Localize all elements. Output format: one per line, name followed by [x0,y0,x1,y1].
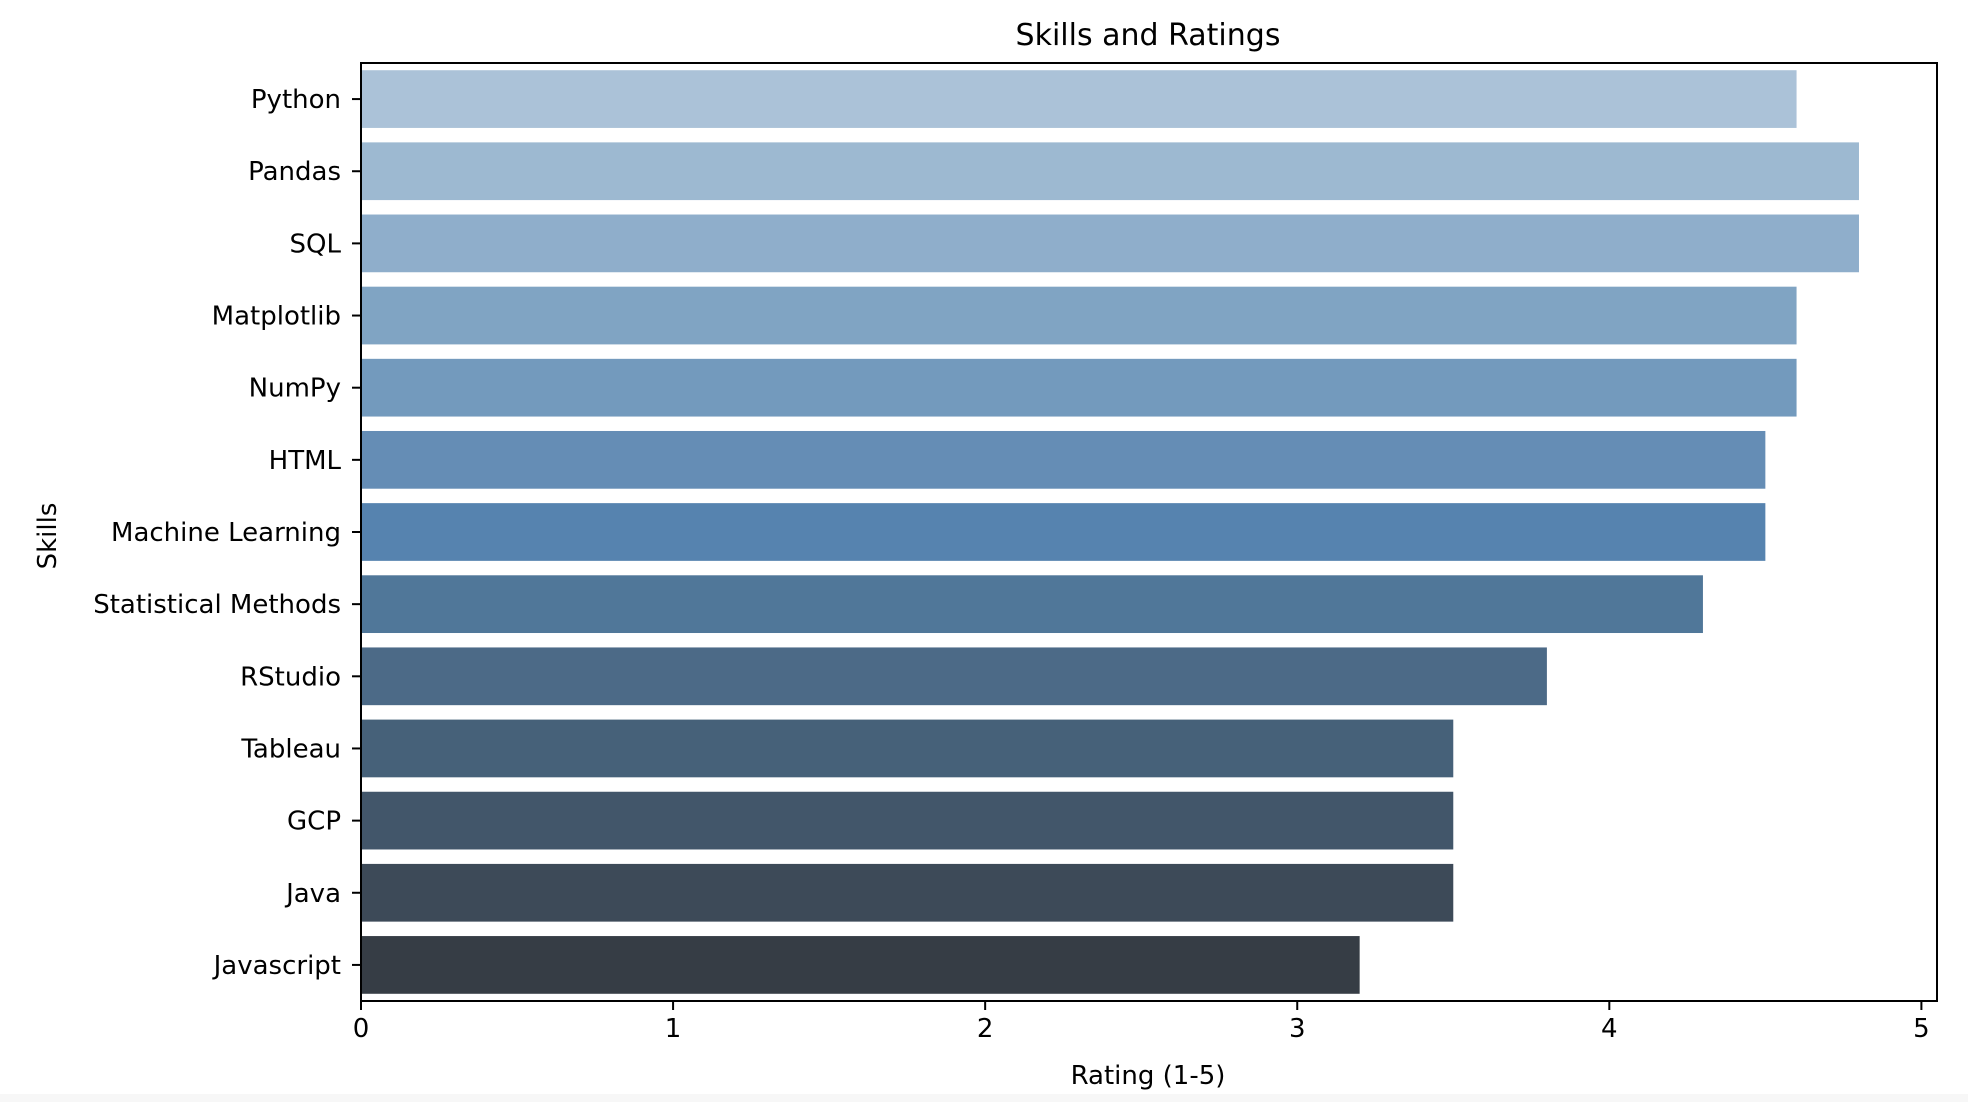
footer-strip [0,1094,1968,1102]
x-axis-label: Rating (1-5) [1071,1061,1226,1091]
y-tick-label: Machine Learning [111,518,341,548]
chart-title: Skills and Ratings [1016,18,1281,53]
y-tick-label: Tableau [240,734,341,764]
bar-tableau [361,719,1454,778]
bar-matplotlib [361,286,1797,345]
bar-java [361,863,1454,922]
x-tick-label: 3 [1289,1014,1306,1044]
y-tick-label: Python [251,85,341,115]
bar-javascript [361,936,1360,994]
bar-html [361,430,1766,489]
x-tick-label: 2 [977,1014,994,1044]
y-axis: Python Pandas SQL Matplotlib NumPy HTML Machin… [93,85,361,981]
bar-machine-learning [361,503,1766,561]
y-axis-label: Skills [33,503,63,570]
bar-pandas [361,142,1859,201]
y-tick-label: Javascript [212,951,341,981]
y-tick-label: SQL [290,229,342,259]
x-tick-label: 0 [353,1014,370,1044]
y-tick-label: Java [284,879,341,909]
bar-rstudio [361,647,1547,706]
bar-sql [361,214,1859,273]
bar-python [361,70,1797,128]
y-tick-label: RStudio [240,662,341,692]
bars-layer [361,70,1859,994]
x-tick-label: 5 [1913,1014,1930,1044]
bar-statistical-methods [361,575,1703,634]
x-tick-label: 1 [665,1014,682,1044]
y-tick-label: Matplotlib [212,302,341,332]
x-tick-label: 4 [1601,1014,1618,1044]
y-tick-label: NumPy [249,374,341,404]
y-tick-label: GCP [287,807,341,837]
bar-numpy [361,358,1797,417]
y-tick-label: HTML [269,446,342,476]
x-axis: 0 1 2 3 4 5 [353,1001,1930,1044]
y-tick-label: Statistical Methods [93,590,341,620]
y-tick-label: Pandas [248,157,341,187]
bar-gcp [361,791,1454,850]
